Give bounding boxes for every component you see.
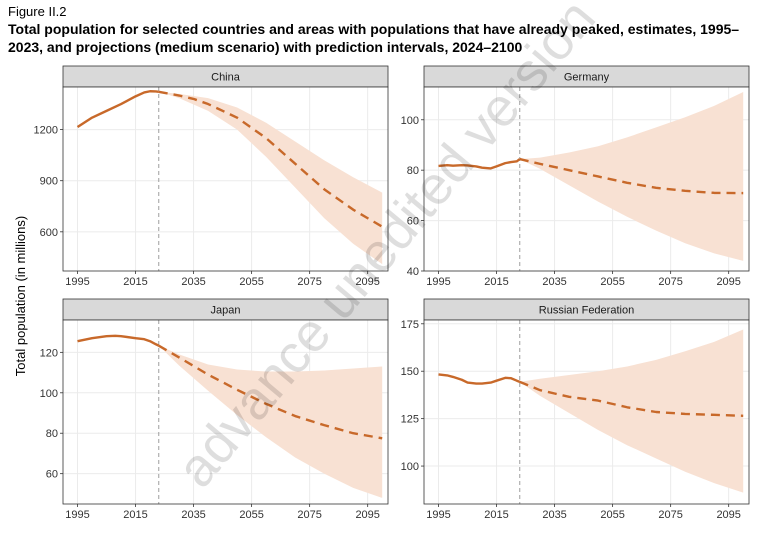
x-tick-label: 2095 bbox=[716, 509, 740, 521]
panel-germany: Germany 1995 2015 2035 2055 2075 2095 40 60 80 100 bbox=[401, 65, 750, 288]
x-tick-label: 2075 bbox=[297, 509, 321, 521]
y-tick-label: 175 bbox=[401, 319, 419, 331]
panel-japan: Japan 1995 2015 2035 2055 2075 2095 60 80 100 120 bbox=[40, 298, 389, 521]
prediction-interval-band bbox=[158, 91, 383, 265]
y-tick-label: 60 bbox=[407, 216, 419, 228]
prediction-interval-band bbox=[158, 345, 383, 498]
y-tick-label: 150 bbox=[401, 366, 419, 378]
x-tick-label: 2035 bbox=[542, 509, 566, 521]
projection-line bbox=[158, 90, 383, 228]
x-tick-label: 2075 bbox=[658, 276, 682, 288]
y-tick-label: 1200 bbox=[34, 125, 58, 137]
prediction-interval-band bbox=[519, 329, 744, 493]
x-tick-label: 2055 bbox=[239, 276, 263, 288]
x-tick-label: 1995 bbox=[426, 509, 450, 521]
y-axis-label: Total population (in millions) bbox=[13, 216, 28, 376]
x-tick-label: 2015 bbox=[484, 509, 508, 521]
prediction-interval-band bbox=[519, 92, 744, 261]
x-tick-label: 2095 bbox=[355, 509, 379, 521]
x-tick-label: 1995 bbox=[65, 276, 89, 288]
projection-line bbox=[519, 380, 744, 417]
estimates-line bbox=[76, 90, 159, 129]
panel-title: China bbox=[211, 72, 241, 84]
x-tick-label: 2095 bbox=[355, 276, 379, 288]
y-tick-label: 40 bbox=[407, 266, 419, 278]
x-tick-label: 1995 bbox=[65, 509, 89, 521]
x-tick-label: 2035 bbox=[181, 276, 205, 288]
y-tick-label: 80 bbox=[407, 165, 419, 177]
panel-russian-federation: Russian Federation 1995 2015 2035 2055 2075 20… bbox=[401, 298, 750, 521]
panel-border bbox=[423, 319, 750, 505]
panel-border bbox=[423, 86, 750, 272]
x-tick-label: 2075 bbox=[658, 509, 682, 521]
x-tick-label: 2035 bbox=[181, 509, 205, 521]
x-tick-label: 2075 bbox=[297, 276, 321, 288]
projection-line bbox=[519, 157, 744, 195]
panel-border bbox=[62, 319, 389, 505]
panel-border bbox=[62, 86, 389, 272]
y-tick-label: 120 bbox=[40, 347, 58, 359]
y-tick-label: 100 bbox=[401, 115, 419, 127]
y-tick-label: 80 bbox=[46, 428, 58, 440]
x-tick-label: 2055 bbox=[600, 276, 624, 288]
x-tick-label: 2015 bbox=[123, 276, 147, 288]
figure-label: Figure II.2 bbox=[8, 4, 67, 19]
x-tick-label: 2055 bbox=[600, 509, 624, 521]
y-tick-label: 125 bbox=[401, 414, 419, 426]
y-tick-label: 600 bbox=[40, 227, 58, 239]
x-tick-label: 2055 bbox=[239, 509, 263, 521]
y-tick-label: 60 bbox=[46, 469, 58, 481]
x-tick-label: 2015 bbox=[484, 276, 508, 288]
panel-title: Russian Federation bbox=[539, 305, 634, 317]
panel-china: China 1995 2015 2035 2055 2075 2095 600 900 1200 bbox=[34, 65, 389, 288]
y-tick-label: 900 bbox=[40, 176, 58, 188]
y-tick-label: 100 bbox=[401, 461, 419, 473]
x-tick-label: 2035 bbox=[542, 276, 566, 288]
panel-title: Germany bbox=[564, 72, 610, 84]
estimates-line bbox=[438, 158, 521, 170]
estimates-line bbox=[77, 334, 160, 347]
projection-line bbox=[158, 344, 383, 440]
y-tick-label: 100 bbox=[40, 388, 58, 400]
x-tick-label: 1995 bbox=[426, 276, 450, 288]
panel-title: Japan bbox=[211, 305, 241, 317]
figure-title: Total population for selected countries … bbox=[8, 21, 740, 55]
estimates-line bbox=[438, 373, 521, 385]
x-tick-label: 2095 bbox=[716, 276, 740, 288]
x-tick-label: 2015 bbox=[123, 509, 147, 521]
